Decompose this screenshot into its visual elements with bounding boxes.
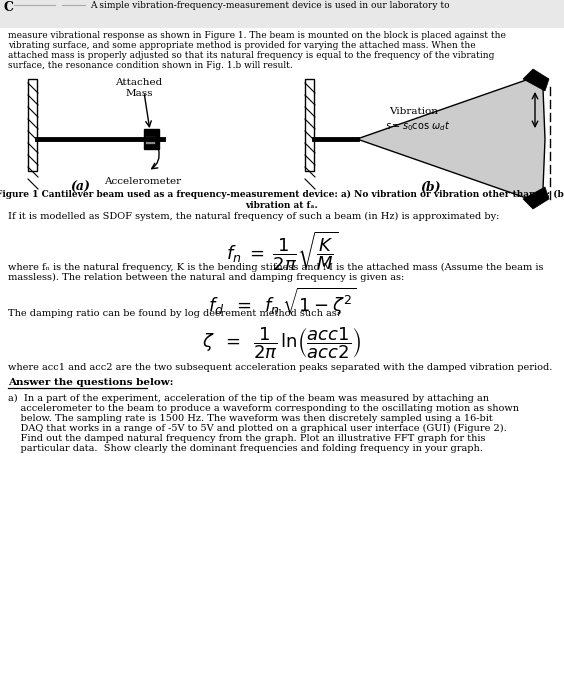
Text: Attached: Attached (116, 78, 162, 87)
Text: DAQ that works in a range of -5V to 5V and plotted on a graphical user interface: DAQ that works in a range of -5V to 5V a… (8, 424, 506, 433)
Text: accelerometer to the beam to produce a waveform corresponding to the oscillating: accelerometer to the beam to produce a w… (8, 404, 519, 413)
Text: Vibration: Vibration (389, 107, 438, 116)
Text: a)  In a part of the experiment, acceleration of the tip of the beam was measure: a) In a part of the experiment, accelera… (8, 394, 489, 403)
Text: Mass: Mass (125, 89, 153, 98)
Text: (b): (b) (420, 181, 440, 194)
Text: Figure 1 Cantilever beam used as a frequency-measurement device: a) No vibration: Figure 1 Cantilever beam used as a frequ… (0, 190, 564, 199)
Bar (144, 129, 159, 149)
Text: (a): (a) (70, 181, 90, 194)
Text: below. The sampling rate is 1500 Hz. The waveform was then discretely sampled us: below. The sampling rate is 1500 Hz. The… (8, 414, 493, 423)
Text: Answer the questions below:: Answer the questions below: (8, 378, 174, 387)
Text: where acc1 and acc2 are the two subsequent acceleration peaks separated with the: where acc1 and acc2 are the two subseque… (8, 363, 552, 372)
Bar (305, 79, 314, 171)
Text: $f_d \;\; = \;\; f_n \, \sqrt{1 - \zeta^2}$: $f_d \;\; = \;\; f_n \, \sqrt{1 - \zeta^… (208, 286, 356, 318)
Polygon shape (523, 187, 549, 209)
Polygon shape (523, 69, 549, 91)
Text: attached mass is properly adjusted so that its natural frequency is equal to the: attached mass is properly adjusted so th… (8, 51, 495, 60)
Text: where fₙ is the natural frequency, K is the bending stifness and M is the attach: where fₙ is the natural frequency, K is … (8, 263, 544, 272)
Text: The damping ratio can be found by log decrement method such as:: The damping ratio can be found by log de… (8, 309, 340, 318)
Text: $s = s_0 \cos\, \omega_d t$: $s = s_0 \cos\, \omega_d t$ (385, 119, 450, 133)
Text: $f_n \; = \; \dfrac{1}{2\pi}\sqrt{\dfrac{K}{M}}$: $f_n \; = \; \dfrac{1}{2\pi}\sqrt{\dfrac… (226, 230, 338, 273)
Bar (145, 136, 155, 144)
Text: vibrating surface, and some appropriate method is provided for varying the attac: vibrating surface, and some appropriate … (8, 41, 475, 50)
Bar (28, 79, 37, 171)
Text: Find out the damped natural frequency from the graph. Plot an illustrative FFT g: Find out the damped natural frequency fr… (8, 434, 486, 443)
Text: massless). The relation between the natural and damping frequency is given as:: massless). The relation between the natu… (8, 273, 404, 282)
Text: Accelerometer: Accelerometer (104, 177, 181, 186)
Text: If it is modelled as SDOF system, the natural frequency of such a beam (in Hz) i: If it is modelled as SDOF system, the na… (8, 212, 499, 221)
Text: vibration at fₐ.: vibration at fₐ. (246, 201, 318, 210)
Text: measure vibrational response as shown in Figure 1. The beam is mounted on the bl: measure vibrational response as shown in… (8, 31, 506, 40)
Polygon shape (357, 79, 545, 199)
Text: $\zeta \;\; = \;\; \dfrac{1}{2\pi} \, \ln \! \left(\dfrac{acc1}{acc2}\right)$: $\zeta \;\; = \;\; \dfrac{1}{2\pi} \, \l… (202, 325, 362, 360)
Text: C: C (4, 1, 14, 14)
Text: particular data.  Show clearly the dominant frequencies and folding frequency in: particular data. Show clearly the domina… (8, 444, 483, 453)
Text: A simple vibration-frequency-measurement device is used in our laboratory to: A simple vibration-frequency-measurement… (90, 1, 450, 10)
Bar (0, 0, 564, 28)
Text: surface, the resonance condition shown in Fig. 1.b will result.: surface, the resonance condition shown i… (8, 61, 293, 70)
